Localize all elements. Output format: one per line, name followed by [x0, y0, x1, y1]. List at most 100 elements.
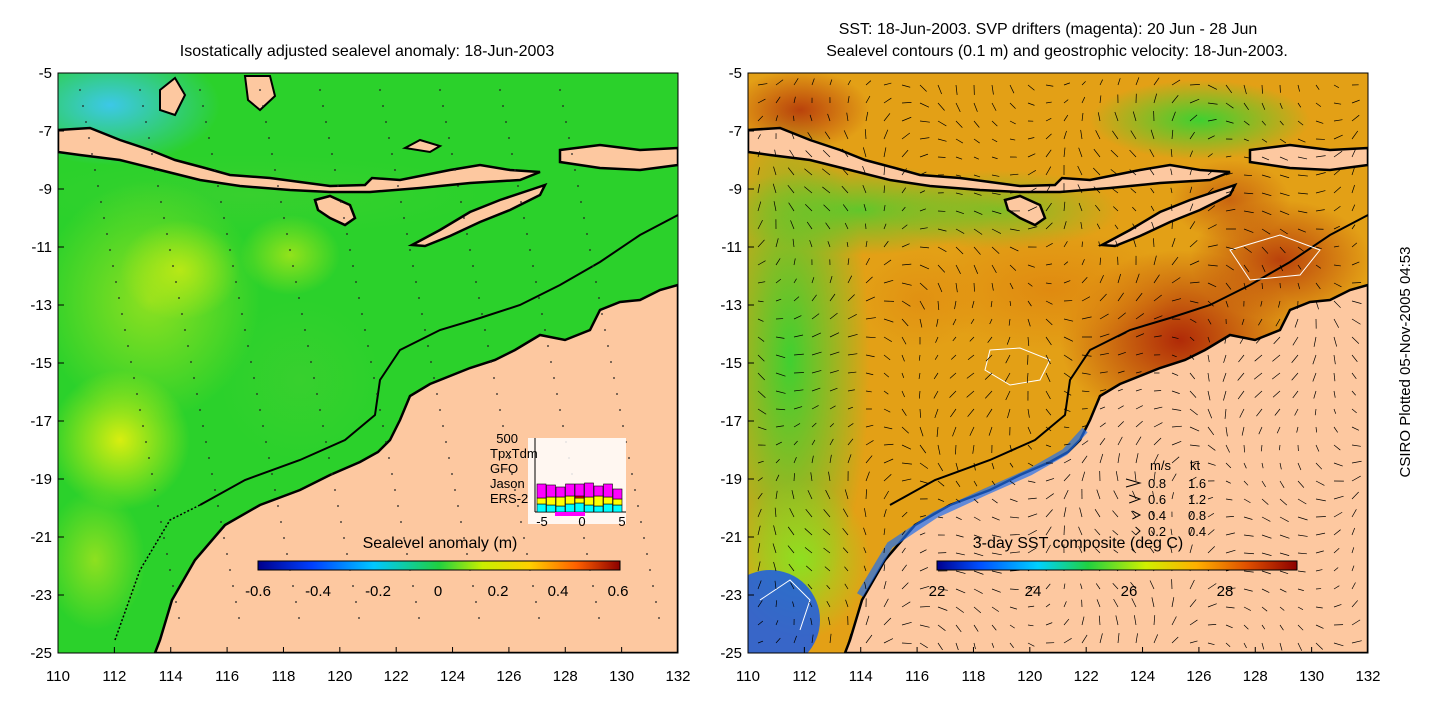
- x-tick-label: 130: [1299, 668, 1324, 685]
- colorbar-tick-label: 26: [1121, 583, 1138, 600]
- plot-credit: CSIRO Plotted 05-Nov-2005 04:53: [1397, 247, 1414, 478]
- x-tick-label: 128: [553, 668, 578, 685]
- velocity-legend-kt: 0.8: [1188, 508, 1206, 523]
- inset-bar: [574, 502, 585, 513]
- colorbar-tick-label: 22: [929, 583, 946, 600]
- y-tick-label: -13: [30, 297, 52, 314]
- geostrophic-velocity-vectors: [757, 77, 1362, 651]
- x-tick-label: 132: [1355, 668, 1380, 685]
- inset-bar: [565, 495, 575, 505]
- velocity-legend-ms: 0.6: [1148, 492, 1166, 507]
- right-map-field: [748, 73, 1368, 653]
- x-tick-label: 128: [1243, 668, 1268, 685]
- velocity-legend-ms-header: m/s: [1150, 458, 1171, 473]
- y-tick-label: -11: [721, 239, 742, 256]
- y-tick-label: -21: [720, 529, 742, 546]
- colorbar-tick-label: 0.2: [488, 583, 509, 600]
- inset-x-tick: -5: [536, 514, 548, 529]
- inset-ymax-label: 500: [496, 431, 518, 446]
- right-x-axis: 110 112 114 116 118 120 122 124 126 128 130 132: [736, 647, 1381, 685]
- velocity-legend-kt: 1.2: [1188, 492, 1206, 507]
- left-y-axis: -5 -7 -9 -11 -13 -15 -17 -19 -21 -23 -25: [30, 65, 64, 662]
- sla-colorbar: Sealevel anomaly (m) -0.6 -0.4 -0.2 0 0.2 0.4…: [245, 535, 628, 600]
- y-tick-label: -5: [39, 65, 52, 82]
- velocity-legend-ms: 0.8: [1148, 476, 1166, 491]
- right-panel: SST: 18-Jun-2003. SVP drifters (magenta)…: [720, 21, 1381, 685]
- left-panel: Isostatically adjusted sealevel anomaly:…: [30, 43, 691, 685]
- x-tick-label: 112: [792, 668, 816, 685]
- x-tick-label: 122: [1074, 668, 1099, 685]
- velocity-legend-kt: 0.4: [1188, 524, 1206, 539]
- inset-bar: [612, 498, 623, 506]
- inset-bar: [565, 483, 575, 497]
- inset-legend-entry: GFO: [490, 461, 518, 476]
- inset-bars: [536, 482, 623, 513]
- sst-colorbar-gradient: [936, 560, 1298, 571]
- y-tick-label: -15: [720, 355, 742, 372]
- inset-bar: [612, 504, 623, 513]
- colorbar-tick-label: -0.2: [365, 583, 391, 600]
- inset-bar: [603, 503, 613, 513]
- colorbar-tick-label: 0.4: [548, 583, 569, 600]
- y-tick-label: -9: [729, 181, 742, 198]
- y-tick-label: -11: [31, 239, 52, 256]
- inset-bar: [574, 483, 585, 497]
- left-x-axis: 110 112 114 116 118 120 122 124 126 128 130 132: [46, 647, 691, 685]
- right-panel-title-line2: Sealevel contours (0.1 m) and geostrophi…: [826, 43, 1288, 60]
- inset-bar: [593, 495, 604, 507]
- x-tick-label: 124: [440, 668, 465, 685]
- x-tick-label: 112: [102, 668, 126, 685]
- x-tick-label: 114: [849, 668, 873, 685]
- inset-bar: [536, 503, 547, 513]
- x-tick-label: 122: [384, 668, 409, 685]
- inset-bar: [612, 488, 623, 500]
- colorbar-tick-label: 24: [1025, 583, 1042, 600]
- inset-bar: [555, 486, 566, 498]
- velocity-legend: m/s kt 0.8 1.60.6 1.20.4 0.80.2 0.4: [1125, 458, 1206, 539]
- x-tick-label: 118: [961, 668, 985, 685]
- inset-bar: [584, 496, 594, 506]
- y-tick-label: -25: [720, 645, 742, 662]
- sla-colorbar-gradient: [257, 560, 621, 571]
- y-tick-label: -23: [720, 587, 742, 604]
- colorbar-tick-label: 0: [434, 583, 442, 600]
- x-tick-label: 126: [1186, 668, 1211, 685]
- y-tick-label: -25: [30, 645, 52, 662]
- inset-bar: [565, 503, 575, 513]
- x-tick-label: 114: [159, 668, 183, 685]
- inset-bar: [593, 485, 604, 497]
- right-shelf-contour: [889, 214, 1368, 506]
- altimeter-tracks: [79, 89, 660, 619]
- inset-bar: [546, 496, 556, 506]
- sla-colorbar-label: Sealevel anomaly (m): [363, 535, 518, 552]
- x-tick-label: 110: [46, 668, 70, 685]
- inset-bar: [555, 505, 566, 513]
- inset-legend-entry: ERS-2: [490, 491, 528, 506]
- inset-bar: [593, 505, 604, 513]
- x-tick-label: 118: [271, 668, 295, 685]
- velocity-legend-kt: 1.6: [1188, 476, 1206, 491]
- x-tick-label: 110: [736, 668, 760, 685]
- colorbar-tick-label: -0.4: [305, 583, 331, 600]
- inset-bar: [546, 504, 556, 513]
- y-tick-label: -23: [30, 587, 52, 604]
- y-tick-label: -19: [30, 471, 52, 488]
- x-tick-label: 116: [905, 668, 929, 685]
- y-tick-label: -21: [30, 529, 52, 546]
- sst-cold-sw: [748, 570, 820, 653]
- x-tick-label: 132: [665, 668, 690, 685]
- colorbar-tick-label: 0.6: [608, 583, 629, 600]
- x-tick-label: 124: [1130, 668, 1155, 685]
- inset-bar: [584, 482, 594, 498]
- sst-colorbar-label: 3-day SST composite (deg C): [973, 535, 1183, 552]
- x-tick-label: 120: [1017, 668, 1042, 685]
- inset-legend-entry: TpxTdm: [490, 446, 538, 461]
- y-tick-label: -7: [729, 123, 742, 140]
- inset-legend-entry: Jason: [490, 476, 525, 491]
- inset-bar: [546, 484, 556, 498]
- x-tick-label: 116: [215, 668, 239, 685]
- right-y-axis: -5 -7 -9 -11 -13 -15 -17 -19 -21 -23 -25: [720, 65, 754, 662]
- x-tick-label: 126: [496, 668, 521, 685]
